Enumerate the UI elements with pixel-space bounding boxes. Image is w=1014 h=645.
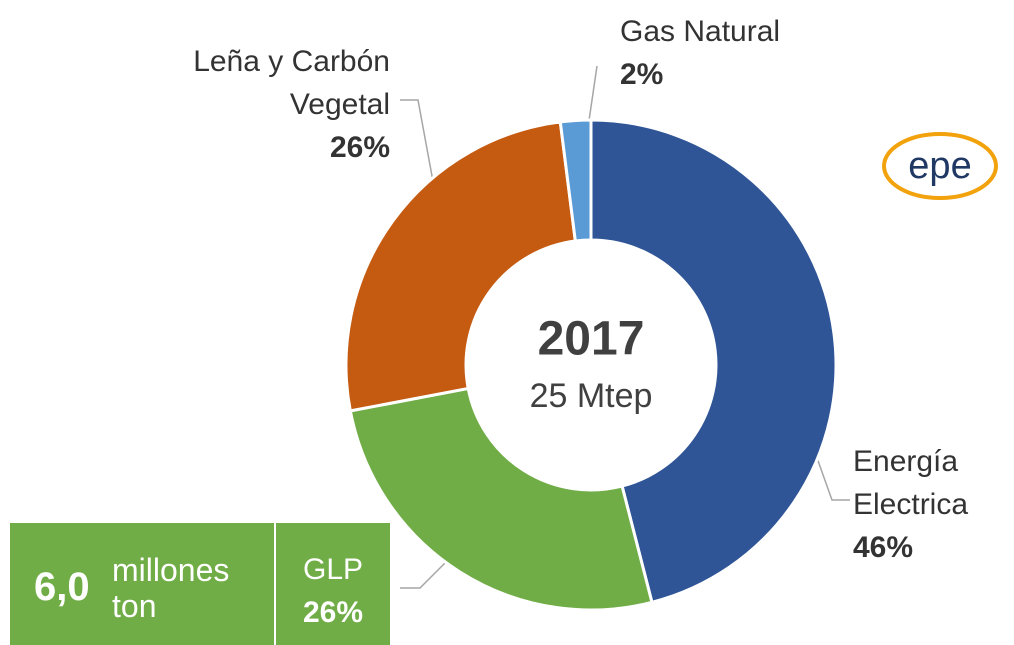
value-label: 26% xyxy=(329,131,390,164)
value-label: 46% xyxy=(853,531,914,564)
note-unit-line: ton xyxy=(112,588,157,624)
center-subtitle: 25 Mtep xyxy=(530,377,653,415)
slice xyxy=(589,118,838,605)
label: Gas Natural 2% xyxy=(620,10,780,96)
note-value: 6,0 xyxy=(34,565,90,609)
category-label: GLP xyxy=(302,553,364,586)
label: GLP 26% xyxy=(276,548,390,634)
note-unit-line: millones xyxy=(112,552,230,588)
value-label: 26% xyxy=(302,596,364,629)
category-label: Energía Electrica xyxy=(853,445,969,521)
slice xyxy=(348,386,654,612)
slice xyxy=(558,118,593,243)
center-title: 2017 xyxy=(538,313,645,366)
label: Leña y Carbón Vegetal 26% xyxy=(140,40,390,169)
note-box xyxy=(10,523,390,645)
slice xyxy=(344,120,578,413)
donut xyxy=(344,118,838,612)
category-label: Gas Natural xyxy=(620,15,781,48)
note-unit: millones ton xyxy=(112,552,229,624)
category-label: Leña y Carbón Vegetal xyxy=(193,45,390,121)
value-label: 2% xyxy=(620,58,664,91)
logo: epe xyxy=(908,145,971,187)
label: Energía Electrica 46% xyxy=(853,440,1013,569)
logo-ring xyxy=(882,132,998,200)
